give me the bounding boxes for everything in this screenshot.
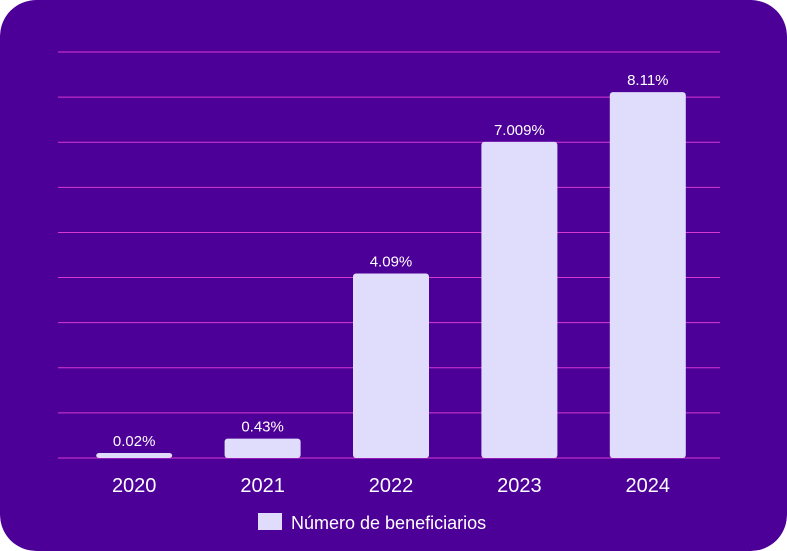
data-label-2022: 4.09% <box>370 253 413 270</box>
legend-swatch <box>258 513 282 530</box>
bar-2023 <box>481 141 558 458</box>
data-label-2023: 7.009% <box>494 122 545 139</box>
x-tick-2020: 2020 <box>112 475 157 497</box>
x-tick-2021: 2021 <box>240 475 285 497</box>
x-tick-2023: 2023 <box>497 475 542 497</box>
x-axis-ticks: 2020 2021 2022 2023 2024 <box>112 475 670 497</box>
legend-label: Número de beneficiarios <box>291 513 486 533</box>
data-label-2021: 0.43% <box>241 419 284 436</box>
x-tick-2022: 2022 <box>369 475 414 497</box>
legend: Número de beneficiarios <box>258 513 486 533</box>
bars <box>96 92 686 458</box>
x-tick-2024: 2024 <box>626 475 671 497</box>
bar-2020 <box>96 453 173 458</box>
data-label-2020: 0.02% <box>113 433 156 450</box>
data-label-2024: 8.11% <box>627 72 668 89</box>
bar-2022 <box>353 273 429 458</box>
bar-2021 <box>224 438 301 458</box>
data-labels: 0.02% 0.43% 4.09% 7.009% 8.11% <box>113 72 669 450</box>
bar-2024 <box>609 92 686 458</box>
